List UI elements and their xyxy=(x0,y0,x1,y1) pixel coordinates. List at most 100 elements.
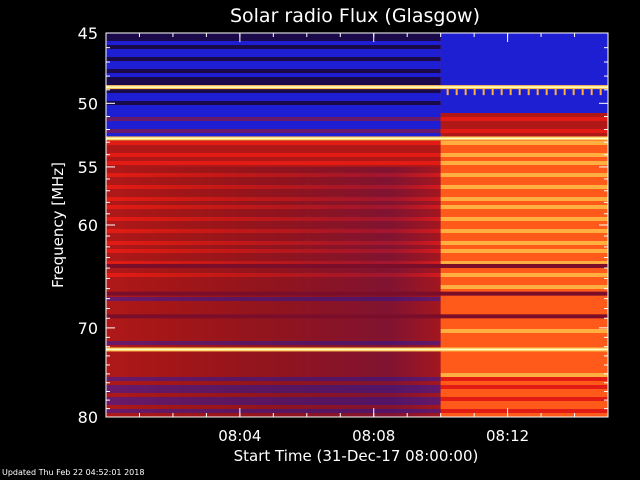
heatmap-cell xyxy=(440,73,608,78)
heatmap-cell xyxy=(440,405,608,410)
heatmap-cell xyxy=(440,117,608,122)
rfi-spike xyxy=(518,89,521,96)
updated-timestamp: Updated Thu Feb 22 04:52:01 2018 xyxy=(2,468,145,477)
heatmap-cell xyxy=(440,397,608,402)
heatmap-cell xyxy=(440,229,608,234)
heatmap-cell xyxy=(440,277,608,282)
heatmap-cell xyxy=(440,413,608,417)
heatmap-cell xyxy=(440,409,608,414)
y-tick-label: 50 xyxy=(78,94,98,113)
rfi-spike xyxy=(482,89,485,96)
heatmap-cell xyxy=(440,249,608,254)
heatmap-cell xyxy=(106,93,441,98)
heatmap-cell xyxy=(440,189,608,194)
rfi-spike xyxy=(581,89,584,96)
heatmap-cell xyxy=(440,169,608,174)
heatmap-cell xyxy=(106,113,441,118)
heatmap-cell xyxy=(440,221,608,226)
heatmap-cell xyxy=(440,45,608,50)
heatmap-cell xyxy=(440,377,608,382)
dark-line xyxy=(106,263,608,268)
heatmap-cell xyxy=(106,105,441,110)
chart-title: Solar radio Flux (Glasgow) xyxy=(230,5,480,27)
heatmap-cell xyxy=(440,53,608,58)
x-tick-label: 08:08 xyxy=(352,427,395,445)
heatmap-cell xyxy=(440,177,608,182)
heatmap-cell xyxy=(440,333,608,338)
heatmap-cell xyxy=(106,121,441,126)
heatmap-cell xyxy=(440,237,608,242)
heatmap-cell xyxy=(440,113,608,118)
dark-line xyxy=(106,291,608,296)
heatmap-cell xyxy=(440,65,608,70)
heatmap-cell xyxy=(440,285,608,290)
heatmap-cell xyxy=(106,61,441,66)
heatmap-cell xyxy=(106,45,441,50)
heatmap-cell xyxy=(440,373,608,378)
heatmap-cell xyxy=(106,157,441,162)
heatmap-cell xyxy=(106,141,441,146)
heatmap-cell xyxy=(106,53,441,58)
heatmap-cell xyxy=(106,117,441,122)
x-tick-label: 08:04 xyxy=(218,427,261,445)
heatmap-cell xyxy=(440,385,608,390)
heatmap-cell xyxy=(440,305,608,310)
rfi-spike xyxy=(563,89,566,96)
heatmap-cell xyxy=(106,145,441,150)
heatmap-cell xyxy=(440,141,608,146)
heatmap-cell xyxy=(440,77,608,82)
y-axis: 45 50 55 60 70 80 xyxy=(78,24,608,427)
heatmap-cell xyxy=(440,153,608,158)
heatmap-cell xyxy=(440,161,608,166)
heatmap-cell xyxy=(440,81,608,86)
heatmap-cell xyxy=(440,181,608,186)
heatmap-cell xyxy=(106,125,441,130)
heatmap-cell xyxy=(440,389,608,394)
heatmap-cell xyxy=(440,173,608,178)
heatmap-cell xyxy=(440,269,608,274)
heatmap-cell xyxy=(440,149,608,154)
rfi-spike xyxy=(536,89,539,96)
heatmap-cell xyxy=(440,93,608,98)
heatmap-cell xyxy=(440,213,608,218)
rfi-spike xyxy=(464,89,467,96)
bright-line-core xyxy=(106,348,608,351)
rfi-spike xyxy=(545,89,548,96)
heatmap-cell xyxy=(440,309,608,314)
x-axis-label: Start Time (31-Dec-17 08:00:00) xyxy=(234,447,479,465)
heatmap-cell xyxy=(440,289,608,294)
heatmap-cell xyxy=(106,49,441,54)
rfi-spike xyxy=(554,89,557,96)
heatmap-cell xyxy=(440,401,608,406)
bright-line-core xyxy=(106,86,608,88)
heatmap-cell xyxy=(440,233,608,238)
heatmap-cell xyxy=(440,105,608,110)
heatmap-cell xyxy=(440,297,608,302)
heatmap-cell xyxy=(440,49,608,54)
rfi-spike xyxy=(455,89,458,96)
y-tick-label: 55 xyxy=(78,158,98,177)
rfi-spike xyxy=(473,89,476,96)
heatmap-cell xyxy=(440,41,608,46)
heatmap-cell xyxy=(440,345,608,350)
rfi-spike xyxy=(491,89,494,96)
heatmap-cell xyxy=(440,69,608,74)
heatmap-cell xyxy=(440,157,608,162)
rfi-spike xyxy=(500,89,503,96)
heatmap-cell xyxy=(440,361,608,366)
heatmap-cell xyxy=(440,257,608,262)
x-tick-label: 08:12 xyxy=(486,427,529,445)
heatmap-cell xyxy=(440,261,608,266)
rfi-spike xyxy=(527,89,530,96)
heatmap-cell xyxy=(106,41,441,46)
heatmap-cell xyxy=(106,81,441,86)
heatmap-cell xyxy=(106,153,441,158)
heatmap-cell xyxy=(440,37,608,42)
heatmap-cell xyxy=(106,133,441,138)
rfi-spike xyxy=(599,89,602,96)
heatmap-cell xyxy=(440,253,608,258)
heatmap-cell xyxy=(106,37,441,42)
heatmap-cell xyxy=(106,149,441,154)
heatmap-cell xyxy=(440,133,608,138)
heatmap-cell xyxy=(106,89,441,94)
